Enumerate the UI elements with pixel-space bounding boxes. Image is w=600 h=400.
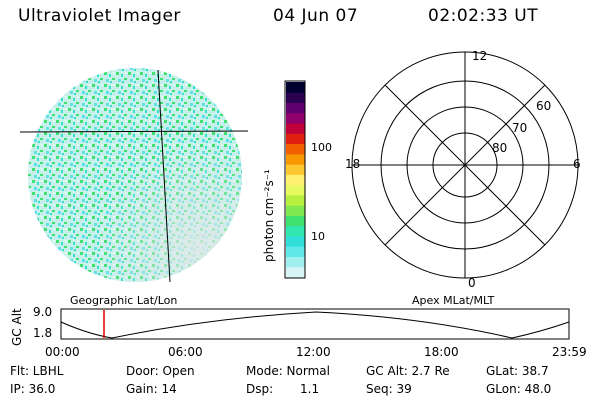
- timeline-x-tick-1800: 18:00: [424, 345, 459, 359]
- dsp-value: 1.1: [300, 382, 320, 396]
- colorbar-segment: [286, 235, 305, 247]
- timeline-x-tick-0600: 06:00: [168, 345, 203, 359]
- seq-status: Seq: 39: [366, 382, 412, 396]
- timeline-x-tick-1200: 12:00: [296, 345, 331, 359]
- colorbar-segment: [286, 153, 305, 165]
- mlat-label-80: 80: [492, 141, 507, 155]
- colorbar-segment: [286, 205, 305, 216]
- altitude-curve: [60, 311, 570, 339]
- colorbar-segment: [286, 266, 305, 278]
- colorbar-segment: [286, 123, 305, 134]
- colorbar-segment: [286, 194, 305, 206]
- gc-alt-status: GC Alt: 2.7 Re: [366, 364, 450, 378]
- colorbar-segment: [286, 164, 305, 175]
- latitude-line: [20, 130, 249, 133]
- date-label: 04 Jun 07: [273, 6, 359, 26]
- glon-status: GLon: 48.0: [486, 382, 552, 396]
- timeline-right-title: Apex MLat/MLT: [412, 294, 495, 307]
- colorbar-segment: [286, 102, 305, 114]
- mlt-label-6: 6: [573, 157, 581, 171]
- mlt-label-12: 12: [472, 49, 487, 63]
- ip-status: IP: 36.0: [10, 382, 56, 396]
- mlat-label-70: 70: [512, 121, 527, 135]
- timeline-left-title: Geographic Lat/Lon: [70, 294, 178, 307]
- timeline-y-axis-label: GC Alt: [10, 308, 24, 346]
- colorbar-tick-100: 100: [311, 141, 332, 154]
- colorbar-tick-10: 10: [311, 230, 325, 243]
- mode-status: Mode: Normal: [246, 364, 330, 378]
- dsp-label: Dsp:: [246, 382, 274, 396]
- mlt-label-18: 18: [345, 157, 360, 171]
- colorbar-segment: [286, 215, 305, 227]
- colorbar-segment: [286, 225, 305, 237]
- colorbar-segment: [286, 82, 305, 93]
- timeline-x-tick-0000: 00:00: [45, 345, 80, 359]
- mlt-label-0: 0: [468, 276, 476, 290]
- filter-status: Flt: LBHL: [10, 364, 64, 378]
- timeline-y-tick-low: 1.8: [33, 326, 53, 340]
- longitude-line: [157, 69, 171, 283]
- mlat-label-60: 60: [536, 99, 551, 113]
- colorbar-segment: [286, 246, 305, 257]
- glat-status: GLat: 38.7: [486, 364, 549, 378]
- colorbar: [284, 80, 306, 279]
- instrument-title: Ultraviolet Imager: [18, 6, 181, 26]
- gain-status: Gain: 14: [126, 382, 177, 396]
- colorbar-segment: [286, 174, 305, 186]
- colorbar-segment: [286, 92, 305, 104]
- colorbar-unit-label: photon cm⁻²s⁻¹: [262, 169, 276, 262]
- timeline-y-tick-high: 9.0: [33, 305, 53, 319]
- colorbar-segment: [286, 112, 305, 124]
- door-status: Door: Open: [126, 364, 195, 378]
- time-label: 02:02:33 UT: [428, 6, 539, 26]
- colorbar-segment: [286, 184, 305, 196]
- polar-grid: 12 18 6 0 60 70 80: [345, 49, 581, 290]
- colorbar-segment: [286, 256, 305, 268]
- uv-image: [20, 68, 249, 283]
- colorbar-segment: [286, 133, 305, 145]
- timeline-plot: [60, 308, 570, 340]
- colorbar-segment: [286, 143, 305, 155]
- timeline-x-tick-2359: 23:59: [552, 345, 587, 359]
